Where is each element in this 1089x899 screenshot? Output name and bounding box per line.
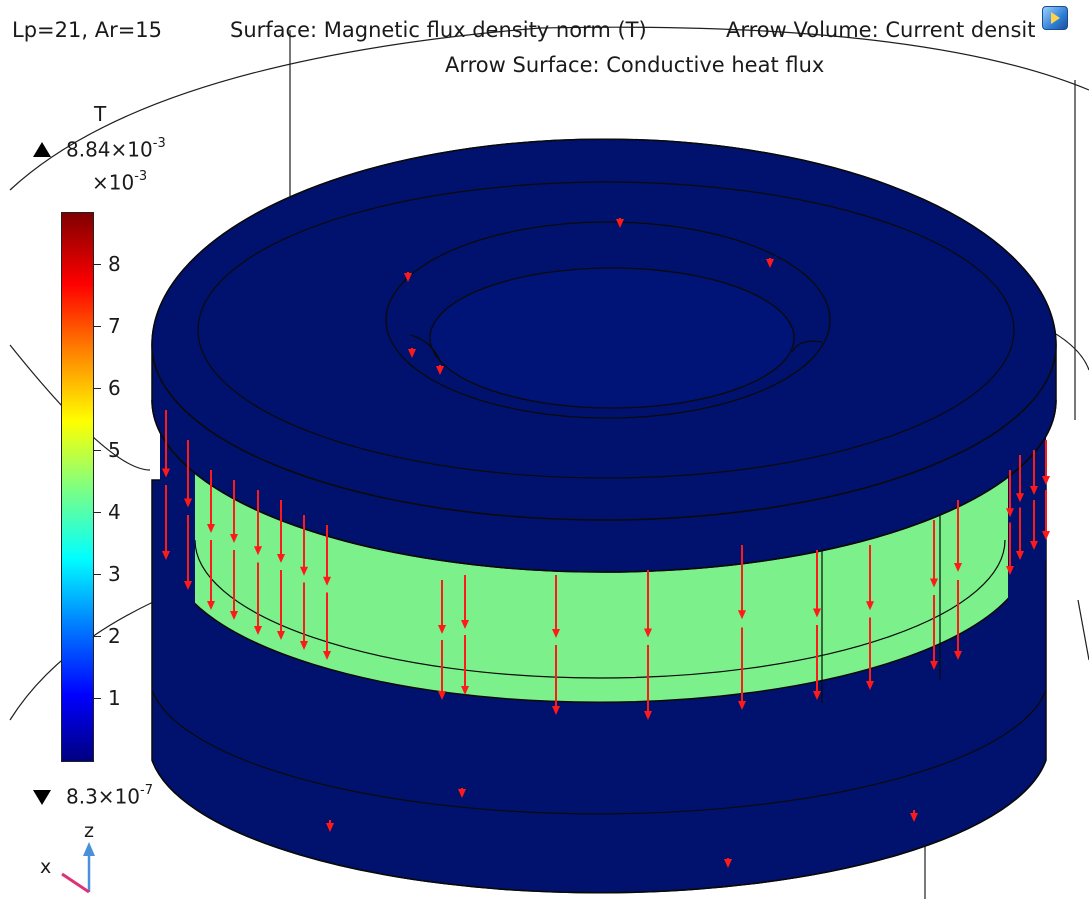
arrow-head [326, 823, 334, 832]
colorbar-tick-label: 3 [108, 562, 121, 586]
colorbar-unit: T [94, 102, 107, 126]
colorbar-tick-mark [93, 326, 101, 327]
arrow-head [1016, 493, 1024, 503]
arrow-surface-title: Arrow Surface: Conductive heat flux [445, 53, 825, 77]
arrow-head [438, 691, 446, 700]
left-edge-strip [160, 420, 195, 610]
max-triangle-icon [33, 142, 51, 157]
plot-parameters-title: Lp=21, Ar=15 [12, 18, 163, 42]
arrow-head [300, 641, 308, 650]
arrow-head [254, 546, 262, 556]
top-face-ring-outer [197, 181, 1015, 479]
arrow-head [644, 628, 652, 638]
arrow-head [954, 563, 962, 572]
arrow-head [738, 610, 746, 620]
rotate-view-icon[interactable] [1042, 6, 1068, 30]
arrow-head [616, 219, 624, 228]
colorbar-tick-mark [93, 636, 101, 637]
arrow-head [323, 576, 331, 586]
arrow-head [766, 259, 774, 268]
colorbar-tick-label: 7 [108, 314, 121, 338]
arrow-head [1016, 551, 1024, 560]
arrow-head [323, 651, 331, 660]
colorbar-min-value: 8.3×10-7 [66, 783, 153, 809]
colorbar-tick-mark [93, 698, 101, 699]
arrow-head [1042, 476, 1050, 485]
bottom-rim [151, 759, 1047, 894]
top-hole-inner-rim [429, 267, 795, 409]
arrow-head [552, 629, 560, 638]
top-hole-outer-rim [385, 221, 831, 419]
arrow-head [866, 681, 874, 690]
colorbar-tick-mark [93, 264, 101, 265]
colorbar-tick-label: 5 [108, 438, 121, 462]
colorbar-tick-label: 8 [108, 252, 121, 276]
arrow-head [813, 691, 821, 700]
arrow-head [436, 366, 444, 375]
arrow-head [954, 651, 962, 660]
arrow-head [1006, 566, 1014, 575]
arrow-head [207, 601, 215, 610]
colorbar-tick-label: 1 [108, 686, 121, 710]
arrow-head [162, 551, 170, 560]
arrow-head [207, 524, 215, 533]
arrow-head [866, 601, 874, 611]
colorbar-gradient [61, 212, 94, 762]
colorbar-max-value: 8.84×10-3 [66, 136, 166, 162]
arrow-head [254, 626, 262, 635]
colorbar-tick-mark [93, 388, 101, 389]
band-bottom-edge [171, 569, 1027, 704]
arrow-head [404, 273, 412, 282]
arrow-head [1006, 508, 1014, 518]
arrow-head [458, 789, 466, 798]
arrow-head [1042, 531, 1050, 540]
arrow-head [230, 611, 238, 620]
colorbar-tick-label: 2 [108, 624, 121, 648]
arrow-head [930, 661, 938, 670]
arrow-head [461, 686, 469, 695]
lower-seam [151, 689, 1047, 815]
arrow-head [184, 498, 192, 508]
arrow-head [552, 706, 560, 715]
arrow-head [930, 578, 938, 588]
hole-fillet-left [409, 334, 441, 361]
colorbar-tick-mark [93, 512, 101, 513]
arrow-head [300, 566, 308, 576]
surface-expression-title: Surface: Magnetic flux density norm (T) [230, 18, 647, 42]
arrow-head [644, 711, 652, 720]
axis-triad [61, 842, 95, 894]
colorbar-multiplier: ×10-3 [92, 169, 148, 195]
arrow-head [230, 534, 238, 543]
z-axis-label: z [84, 820, 94, 842]
arrow-head [277, 631, 285, 640]
x-axis-line [61, 872, 90, 894]
colorbar-tick-label: 4 [108, 500, 121, 524]
band-inner-edge [194, 539, 1006, 679]
arrow-head [910, 813, 918, 822]
arrow-head [461, 620, 469, 629]
arrow-head [724, 859, 732, 868]
arrow-head [277, 554, 285, 563]
min-triangle-icon [33, 790, 51, 805]
current-density-arrows [162, 218, 1050, 868]
colorbar-tick-mark [93, 574, 101, 575]
arrow-head [1030, 486, 1038, 495]
hole-fillet-right [791, 340, 823, 353]
arrow-head [438, 625, 446, 634]
arrow-head [1030, 541, 1038, 550]
arrow-head [162, 468, 170, 478]
arrow-head [813, 608, 821, 618]
x-axis-label: x [40, 856, 52, 878]
arrow-volume-title: Arrow Volume: Current densit [726, 18, 1036, 42]
upper-cap-lower-rim [151, 399, 1057, 573]
colorbar-tick-label: 6 [108, 376, 121, 400]
arrow-head [408, 349, 416, 358]
arrow-head [738, 701, 746, 710]
colorbar-tick-mark [93, 450, 101, 451]
arrow-head [184, 581, 192, 590]
z-axis-arrowhead [83, 842, 95, 856]
